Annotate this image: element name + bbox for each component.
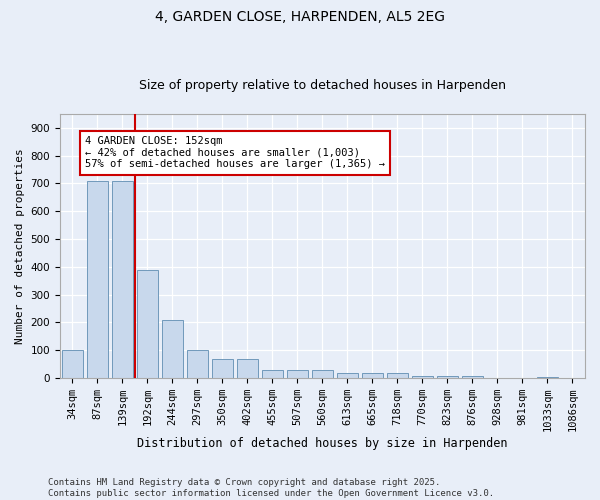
Bar <box>212 358 233 378</box>
Bar <box>237 358 258 378</box>
Bar <box>337 373 358 378</box>
Bar <box>362 373 383 378</box>
Bar <box>137 270 158 378</box>
Title: Size of property relative to detached houses in Harpenden: Size of property relative to detached ho… <box>139 79 506 92</box>
Y-axis label: Number of detached properties: Number of detached properties <box>15 148 25 344</box>
Text: 4, GARDEN CLOSE, HARPENDEN, AL5 2EG: 4, GARDEN CLOSE, HARPENDEN, AL5 2EG <box>155 10 445 24</box>
X-axis label: Distribution of detached houses by size in Harpenden: Distribution of detached houses by size … <box>137 437 508 450</box>
Text: Contains HM Land Registry data © Crown copyright and database right 2025.
Contai: Contains HM Land Registry data © Crown c… <box>48 478 494 498</box>
Text: 4 GARDEN CLOSE: 152sqm
← 42% of detached houses are smaller (1,003)
57% of semi-: 4 GARDEN CLOSE: 152sqm ← 42% of detached… <box>85 136 385 170</box>
Bar <box>87 180 108 378</box>
Bar <box>312 370 333 378</box>
Bar <box>387 373 408 378</box>
Bar <box>62 350 83 378</box>
Bar <box>537 376 558 378</box>
Bar <box>412 376 433 378</box>
Bar <box>437 376 458 378</box>
Bar <box>162 320 183 378</box>
Bar <box>262 370 283 378</box>
Bar <box>462 376 483 378</box>
Bar <box>112 180 133 378</box>
Bar <box>187 350 208 378</box>
Bar <box>287 370 308 378</box>
